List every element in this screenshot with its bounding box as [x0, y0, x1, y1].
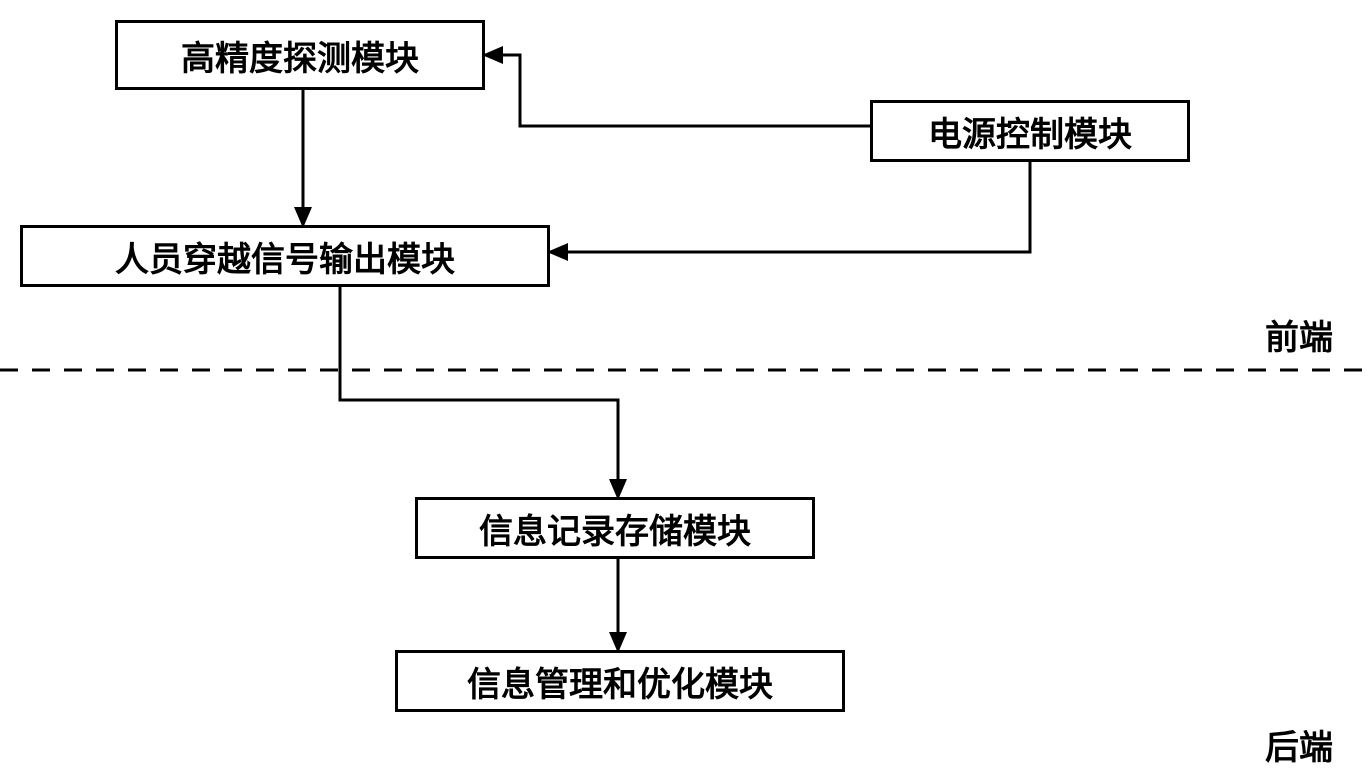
edge-power-to-detection	[485, 55, 870, 126]
edge-signal-to-storage	[340, 287, 618, 497]
node-storage: 信息记录存储模块	[415, 497, 815, 559]
label-frontend: 前端	[1265, 310, 1333, 359]
node-power: 电源控制模块	[870, 100, 1190, 162]
node-management: 信息管理和优化模块	[395, 650, 845, 712]
node-detection: 高精度探测模块	[115, 20, 485, 90]
edge-power-to-signal	[550, 162, 1030, 252]
node-signal: 人员穿越信号输出模块	[20, 225, 550, 287]
label-backend: 后端	[1265, 720, 1333, 769]
